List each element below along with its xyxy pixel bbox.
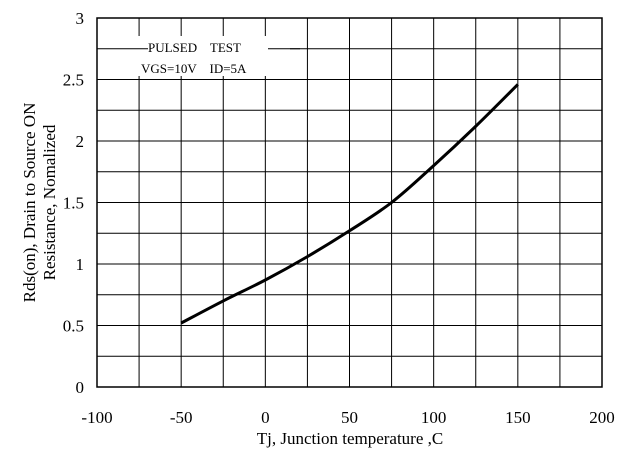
x-tick-label: 0	[261, 408, 270, 427]
series-line	[180, 83, 519, 325]
y-tick-labels: 0 0.5 1 1.5 2 2.5 3	[63, 9, 84, 397]
y-axis-label-line-1: Rds(on), Drain to Source ON	[20, 103, 39, 303]
x-tick-label: 150	[505, 408, 531, 427]
y-tick-label: 1	[76, 255, 85, 274]
series-layer	[180, 83, 519, 325]
y-axis-label-line-2: Resistance, Nomalized	[40, 124, 59, 280]
x-tick-label: 200	[589, 408, 615, 427]
x-tick-labels: -100 -50 0 50 100 150 200	[81, 408, 614, 427]
annotation-test-conditions: VGS=10V ID=5A	[141, 61, 247, 76]
plot-frame	[96, 17, 603, 388]
x-tick-label: -50	[170, 408, 193, 427]
y-tick-label: 1.5	[63, 194, 84, 213]
y-tick-label: 0.5	[63, 317, 84, 336]
y-tick-label: 0	[76, 378, 85, 397]
y-axis-label: Rds(on), Drain to Source ON Resistance, …	[20, 103, 59, 303]
y-tick-label: 2	[76, 132, 85, 151]
y-tick-label: 3	[76, 9, 85, 28]
x-tick-label: -100	[81, 408, 112, 427]
x-axis-label: Tj, Junction temperature ,C	[257, 429, 443, 448]
annotation-pulsed-test: PULSED TEST	[148, 40, 241, 55]
y-tick-label: 2.5	[63, 71, 84, 90]
grid-lines	[97, 18, 602, 387]
x-tick-label: 100	[421, 408, 447, 427]
annotation-background	[138, 36, 290, 76]
x-tick-label: 50	[341, 408, 358, 427]
